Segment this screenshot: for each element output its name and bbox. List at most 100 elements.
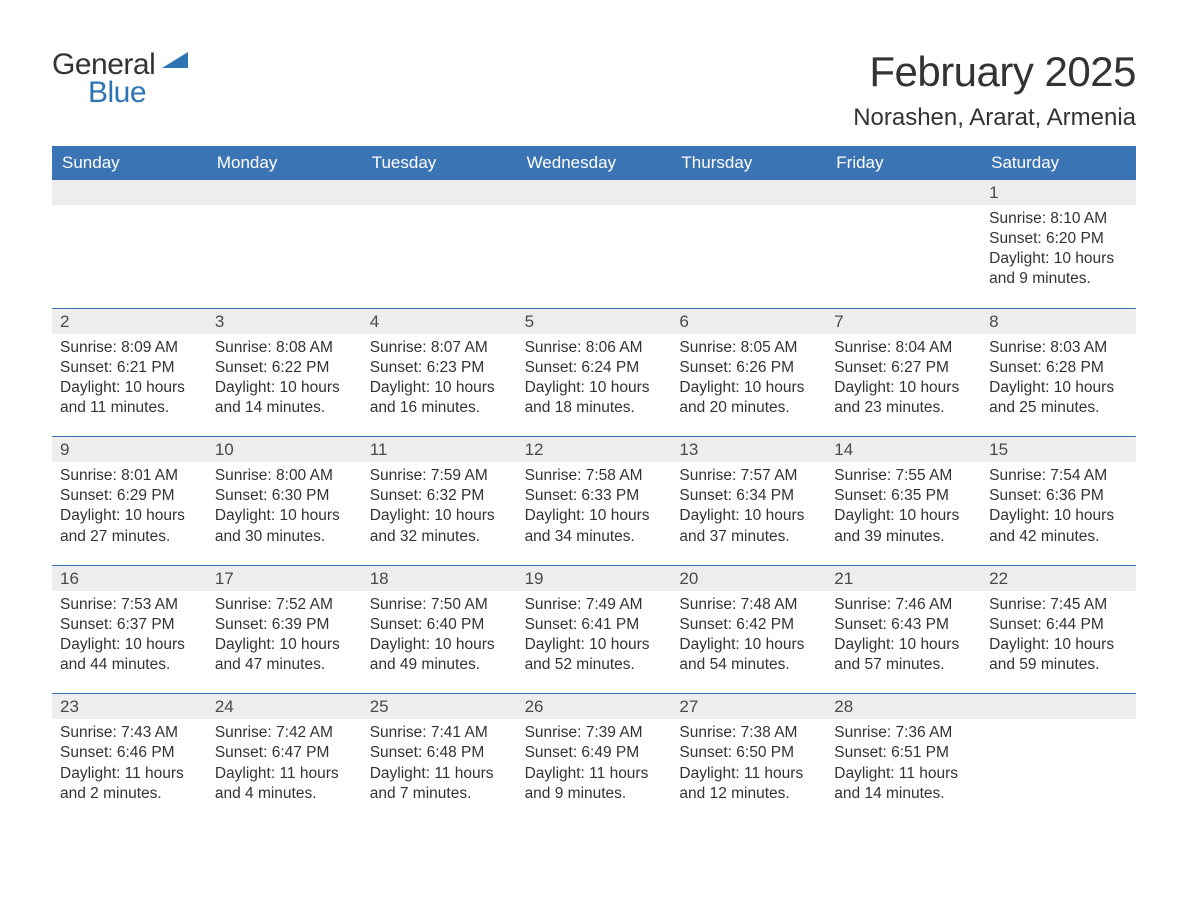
day-content: Sunrise: 7:55 AM Sunset: 6:35 PM Dayligh… bbox=[826, 462, 981, 547]
day-content: Sunrise: 7:41 AM Sunset: 6:48 PM Dayligh… bbox=[362, 719, 517, 804]
day-number: 7 bbox=[826, 309, 981, 334]
calendar-week: 9101112131415Sunrise: 8:01 AM Sunset: 6:… bbox=[52, 436, 1136, 565]
day-content: Sunrise: 7:45 AM Sunset: 6:44 PM Dayligh… bbox=[981, 591, 1136, 676]
day-number bbox=[826, 180, 981, 205]
day-content bbox=[671, 205, 826, 290]
day-number: 2 bbox=[52, 309, 207, 334]
day-number bbox=[671, 180, 826, 205]
day-number: 16 bbox=[52, 566, 207, 591]
day-content: Sunrise: 7:50 AM Sunset: 6:40 PM Dayligh… bbox=[362, 591, 517, 676]
day-number bbox=[981, 694, 1136, 719]
day-number: 13 bbox=[671, 437, 826, 462]
day-content: Sunrise: 7:38 AM Sunset: 6:50 PM Dayligh… bbox=[671, 719, 826, 804]
day-number: 14 bbox=[826, 437, 981, 462]
day-content bbox=[981, 719, 1136, 804]
calendar-week: 2345678Sunrise: 8:09 AM Sunset: 6:21 PM … bbox=[52, 308, 1136, 437]
day-content-row: Sunrise: 8:10 AM Sunset: 6:20 PM Dayligh… bbox=[52, 205, 1136, 308]
day-content-row: Sunrise: 8:09 AM Sunset: 6:21 PM Dayligh… bbox=[52, 334, 1136, 437]
calendar-week: 1Sunrise: 8:10 AM Sunset: 6:20 PM Daylig… bbox=[52, 180, 1136, 308]
day-content: Sunrise: 7:54 AM Sunset: 6:36 PM Dayligh… bbox=[981, 462, 1136, 547]
day-number: 20 bbox=[671, 566, 826, 591]
day-content: Sunrise: 8:08 AM Sunset: 6:22 PM Dayligh… bbox=[207, 334, 362, 419]
day-content bbox=[52, 205, 207, 290]
dow-cell: Sunday bbox=[52, 146, 207, 180]
day-number: 8 bbox=[981, 309, 1136, 334]
calendar: Sunday Monday Tuesday Wednesday Thursday… bbox=[52, 146, 1136, 822]
day-content: Sunrise: 8:07 AM Sunset: 6:23 PM Dayligh… bbox=[362, 334, 517, 419]
day-number: 11 bbox=[362, 437, 517, 462]
day-content: Sunrise: 8:00 AM Sunset: 6:30 PM Dayligh… bbox=[207, 462, 362, 547]
day-content: Sunrise: 8:09 AM Sunset: 6:21 PM Dayligh… bbox=[52, 334, 207, 419]
sail-icon bbox=[162, 48, 188, 75]
day-number-row: 1 bbox=[52, 180, 1136, 205]
day-number: 27 bbox=[671, 694, 826, 719]
day-number: 9 bbox=[52, 437, 207, 462]
dow-cell: Wednesday bbox=[517, 146, 672, 180]
day-content: Sunrise: 7:58 AM Sunset: 6:33 PM Dayligh… bbox=[517, 462, 672, 547]
day-content: Sunrise: 8:10 AM Sunset: 6:20 PM Dayligh… bbox=[981, 205, 1136, 290]
day-content bbox=[362, 205, 517, 290]
day-number-row: 16171819202122 bbox=[52, 566, 1136, 591]
dow-cell: Friday bbox=[826, 146, 981, 180]
dow-cell: Saturday bbox=[981, 146, 1136, 180]
day-number: 1 bbox=[981, 180, 1136, 205]
title-block: February 2025 Norashen, Ararat, Armenia bbox=[853, 48, 1136, 132]
day-number: 19 bbox=[517, 566, 672, 591]
day-content: Sunrise: 7:53 AM Sunset: 6:37 PM Dayligh… bbox=[52, 591, 207, 676]
dow-cell: Tuesday bbox=[362, 146, 517, 180]
day-content bbox=[517, 205, 672, 290]
day-content: Sunrise: 8:03 AM Sunset: 6:28 PM Dayligh… bbox=[981, 334, 1136, 419]
day-number: 24 bbox=[207, 694, 362, 719]
day-content bbox=[207, 205, 362, 290]
day-content: Sunrise: 7:48 AM Sunset: 6:42 PM Dayligh… bbox=[671, 591, 826, 676]
location-label: Norashen, Ararat, Armenia bbox=[853, 104, 1136, 132]
day-number-row: 232425262728 bbox=[52, 694, 1136, 719]
day-content-row: Sunrise: 8:01 AM Sunset: 6:29 PM Dayligh… bbox=[52, 462, 1136, 565]
day-number: 26 bbox=[517, 694, 672, 719]
day-content: Sunrise: 7:39 AM Sunset: 6:49 PM Dayligh… bbox=[517, 719, 672, 804]
day-number bbox=[362, 180, 517, 205]
day-number bbox=[517, 180, 672, 205]
dow-cell: Thursday bbox=[671, 146, 826, 180]
day-content: Sunrise: 7:59 AM Sunset: 6:32 PM Dayligh… bbox=[362, 462, 517, 547]
day-number: 23 bbox=[52, 694, 207, 719]
dow-cell: Monday bbox=[207, 146, 362, 180]
day-content: Sunrise: 7:57 AM Sunset: 6:34 PM Dayligh… bbox=[671, 462, 826, 547]
day-content: Sunrise: 8:06 AM Sunset: 6:24 PM Dayligh… bbox=[517, 334, 672, 419]
calendar-week: 232425262728Sunrise: 7:43 AM Sunset: 6:4… bbox=[52, 693, 1136, 822]
day-of-week-header: Sunday Monday Tuesday Wednesday Thursday… bbox=[52, 146, 1136, 180]
day-content: Sunrise: 7:43 AM Sunset: 6:46 PM Dayligh… bbox=[52, 719, 207, 804]
day-content-row: Sunrise: 7:43 AM Sunset: 6:46 PM Dayligh… bbox=[52, 719, 1136, 822]
page-header: General Blue February 2025 Norashen, Ara… bbox=[52, 48, 1136, 132]
day-content: Sunrise: 7:36 AM Sunset: 6:51 PM Dayligh… bbox=[826, 719, 981, 804]
day-content: Sunrise: 7:49 AM Sunset: 6:41 PM Dayligh… bbox=[517, 591, 672, 676]
day-number: 28 bbox=[826, 694, 981, 719]
day-number: 10 bbox=[207, 437, 362, 462]
day-content bbox=[826, 205, 981, 290]
month-title: February 2025 bbox=[853, 48, 1136, 96]
day-number: 3 bbox=[207, 309, 362, 334]
day-number: 6 bbox=[671, 309, 826, 334]
day-number: 4 bbox=[362, 309, 517, 334]
brand-logo: General Blue bbox=[52, 48, 188, 110]
day-number: 21 bbox=[826, 566, 981, 591]
day-number-row: 2345678 bbox=[52, 309, 1136, 334]
day-content: Sunrise: 8:01 AM Sunset: 6:29 PM Dayligh… bbox=[52, 462, 207, 547]
day-number: 12 bbox=[517, 437, 672, 462]
day-number: 18 bbox=[362, 566, 517, 591]
day-number: 25 bbox=[362, 694, 517, 719]
day-number: 17 bbox=[207, 566, 362, 591]
day-number: 15 bbox=[981, 437, 1136, 462]
day-content: Sunrise: 7:42 AM Sunset: 6:47 PM Dayligh… bbox=[207, 719, 362, 804]
day-content-row: Sunrise: 7:53 AM Sunset: 6:37 PM Dayligh… bbox=[52, 591, 1136, 694]
day-content: Sunrise: 8:04 AM Sunset: 6:27 PM Dayligh… bbox=[826, 334, 981, 419]
day-number bbox=[52, 180, 207, 205]
calendar-week: 16171819202122Sunrise: 7:53 AM Sunset: 6… bbox=[52, 565, 1136, 694]
day-number-row: 9101112131415 bbox=[52, 437, 1136, 462]
day-number: 22 bbox=[981, 566, 1136, 591]
day-content: Sunrise: 8:05 AM Sunset: 6:26 PM Dayligh… bbox=[671, 334, 826, 419]
weeks-container: 1Sunrise: 8:10 AM Sunset: 6:20 PM Daylig… bbox=[52, 180, 1136, 822]
day-number: 5 bbox=[517, 309, 672, 334]
day-content: Sunrise: 7:46 AM Sunset: 6:43 PM Dayligh… bbox=[826, 591, 981, 676]
day-content: Sunrise: 7:52 AM Sunset: 6:39 PM Dayligh… bbox=[207, 591, 362, 676]
